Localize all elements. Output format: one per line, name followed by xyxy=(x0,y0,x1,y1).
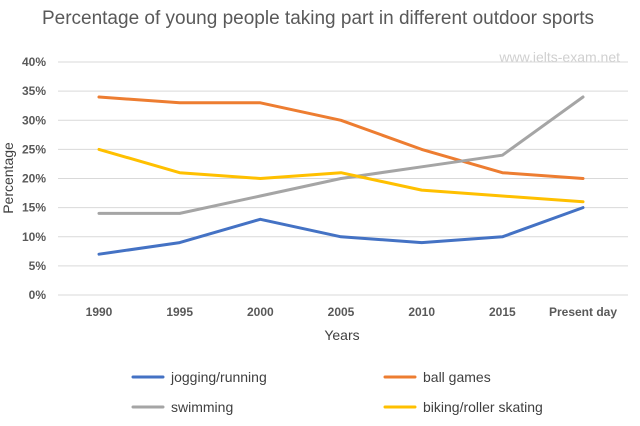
data-point-swimming xyxy=(501,154,504,157)
y-axis-ticks: 0% 5% 10% 15% 20% 25% 30% 35% 40% xyxy=(22,55,46,302)
chart-title: Percentage of young people taking part i… xyxy=(42,8,594,29)
data-point-biking-roller-skating xyxy=(581,200,585,203)
y-tick-label: 30% xyxy=(22,113,46,127)
data-point-jogging-running xyxy=(420,241,423,244)
x-tick-label: 1990 xyxy=(86,305,113,319)
x-tick-label: 1995 xyxy=(166,305,193,319)
data-point-ball-games xyxy=(339,119,343,122)
data-point-biking-roller-skating xyxy=(420,188,423,192)
data-point-biking-roller-skating xyxy=(339,171,343,174)
data-point-swimming xyxy=(97,212,101,215)
data-point-ball-games xyxy=(501,171,504,174)
legend-label-swimming: swimming xyxy=(171,399,233,415)
legend: jogging/running ball games swimming biking/… xyxy=(131,369,543,415)
legend-label-jogging-running: jogging/running xyxy=(170,369,267,385)
data-point-ball-games xyxy=(97,95,101,99)
data-point-jogging-running xyxy=(259,218,262,221)
series-line-ball-games xyxy=(97,95,585,180)
data-point-swimming xyxy=(178,212,181,215)
y-tick-label: 10% xyxy=(22,230,46,244)
x-tick-label: Present day xyxy=(549,305,617,319)
data-point-jogging-running xyxy=(581,206,585,209)
data-point-swimming xyxy=(420,165,423,169)
series-lines xyxy=(97,95,585,256)
data-point-ball-games xyxy=(420,148,423,151)
data-point-swimming xyxy=(581,95,585,99)
watermark: www.ielts-exam.net xyxy=(498,49,620,65)
x-tick-label: 2005 xyxy=(328,305,355,319)
legend-label-biking-roller-skating: biking/roller skating xyxy=(423,399,543,415)
x-tick-label: 2015 xyxy=(489,305,516,319)
y-tick-label: 5% xyxy=(29,259,47,273)
data-point-biking-roller-skating xyxy=(97,148,101,151)
data-point-ball-games xyxy=(178,101,181,104)
data-point-biking-roller-skating xyxy=(501,194,504,198)
data-point-jogging-running xyxy=(97,253,101,256)
y-tick-label: 25% xyxy=(22,142,46,156)
legend-label-ball-games: ball games xyxy=(423,369,491,385)
y-tick-label: 15% xyxy=(22,201,46,215)
data-point-jogging-running xyxy=(501,235,504,238)
y-tick-label: 0% xyxy=(29,288,47,302)
data-point-swimming xyxy=(339,177,343,180)
x-tick-label: 2000 xyxy=(247,305,274,319)
y-tick-label: 40% xyxy=(22,55,46,69)
x-axis-ticks: 1990 1995 2000 2005 2010 2015 Present day xyxy=(86,305,618,319)
y-axis-label: Percentage xyxy=(0,142,16,214)
y-tick-label: 20% xyxy=(22,172,46,186)
y-tick-label: 35% xyxy=(22,84,46,98)
data-point-biking-roller-skating xyxy=(178,171,181,174)
data-point-biking-roller-skating xyxy=(259,177,262,180)
data-point-jogging-running xyxy=(339,235,343,238)
series-line-biking-roller-skating xyxy=(97,147,585,204)
x-axis-label: Years xyxy=(324,327,359,343)
x-tick-label: 2010 xyxy=(408,305,435,319)
data-point-ball-games xyxy=(259,101,262,104)
data-point-jogging-running xyxy=(178,241,181,244)
data-point-swimming xyxy=(259,194,262,198)
data-point-ball-games xyxy=(581,177,585,180)
